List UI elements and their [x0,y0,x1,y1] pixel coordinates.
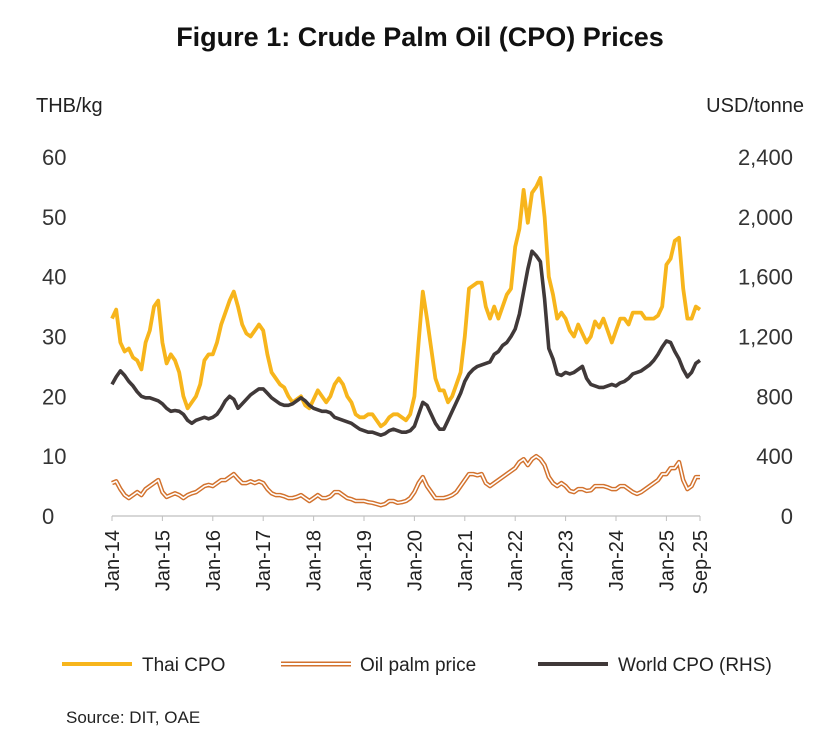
x-tick-label: Sep-25 [690,530,712,595]
x-axis: Jan-14 Jan-15 Jan-16 Jan-17 Jan-18 Jan-19 Jan-… [102,516,712,595]
legend-label-oil-palm-price: Oil palm price [360,655,476,676]
left-tick-label: 10 [42,444,66,469]
legend: Thai CPO Oil palm price World CPO (RHS) [62,655,772,676]
right-tick-label: 2,400 [738,145,793,170]
series-line-oil-palm-price [111,453,700,508]
left-tick-label: 60 [42,145,66,170]
plot-area [110,175,702,508]
source-note: Source: DIT, OAE [66,708,200,727]
left-tick-label: 50 [42,205,66,230]
left-tick-label: 40 [42,265,66,290]
x-tick-label: Jan-20 [404,530,426,591]
right-tick-label: 400 [756,444,793,469]
x-tick-label: Jan-19 [354,530,376,591]
series-line-oil-palm-price-inner [111,455,700,507]
right-tick-label: 1,600 [738,265,793,290]
left-tick-label: 20 [42,384,66,409]
right-tick-label: 1,200 [738,325,793,350]
series-line-thai-cpo [110,175,702,429]
left-axis: 0 10 20 30 40 50 60 [42,145,66,529]
x-tick-label: Jan-14 [102,530,124,591]
legend-label-world-cpo: World CPO (RHS) [618,655,772,676]
left-tick-label: 0 [42,504,54,529]
right-axis: 0 400 800 1,200 1,600 2,000 2,400 [738,145,793,529]
chart-title: Figure 1: Crude Palm Oil (CPO) Prices [176,22,664,52]
right-axis-unit: USD/tonne [706,95,804,117]
x-tick-label: Jan-18 [304,530,326,591]
x-tick-label: Jan-25 [656,530,678,591]
x-tick-label: Jan-17 [253,530,275,591]
x-tick-label: Jan-16 [203,530,225,591]
legend-label-thai-cpo: Thai CPO [142,655,225,676]
x-tick-label: Jan-23 [556,530,578,591]
right-tick-label: 800 [756,384,793,409]
legend-item-world-cpo: World CPO (RHS) [538,655,772,676]
legend-item-oil-palm-price: Oil palm price [281,655,476,676]
left-axis-unit: THB/kg [36,95,103,117]
x-tick-label: Jan-24 [606,530,628,591]
series-line-world-cpo-rhs [110,249,702,438]
legend-item-thai-cpo: Thai CPO [62,655,225,676]
right-tick-label: 0 [781,504,793,529]
x-tick-label: Jan-22 [505,530,527,591]
x-tick-label: Jan-21 [455,530,477,591]
x-tick-label: Jan-15 [152,530,174,591]
left-tick-label: 30 [42,325,66,350]
right-tick-label: 2,000 [738,205,793,230]
